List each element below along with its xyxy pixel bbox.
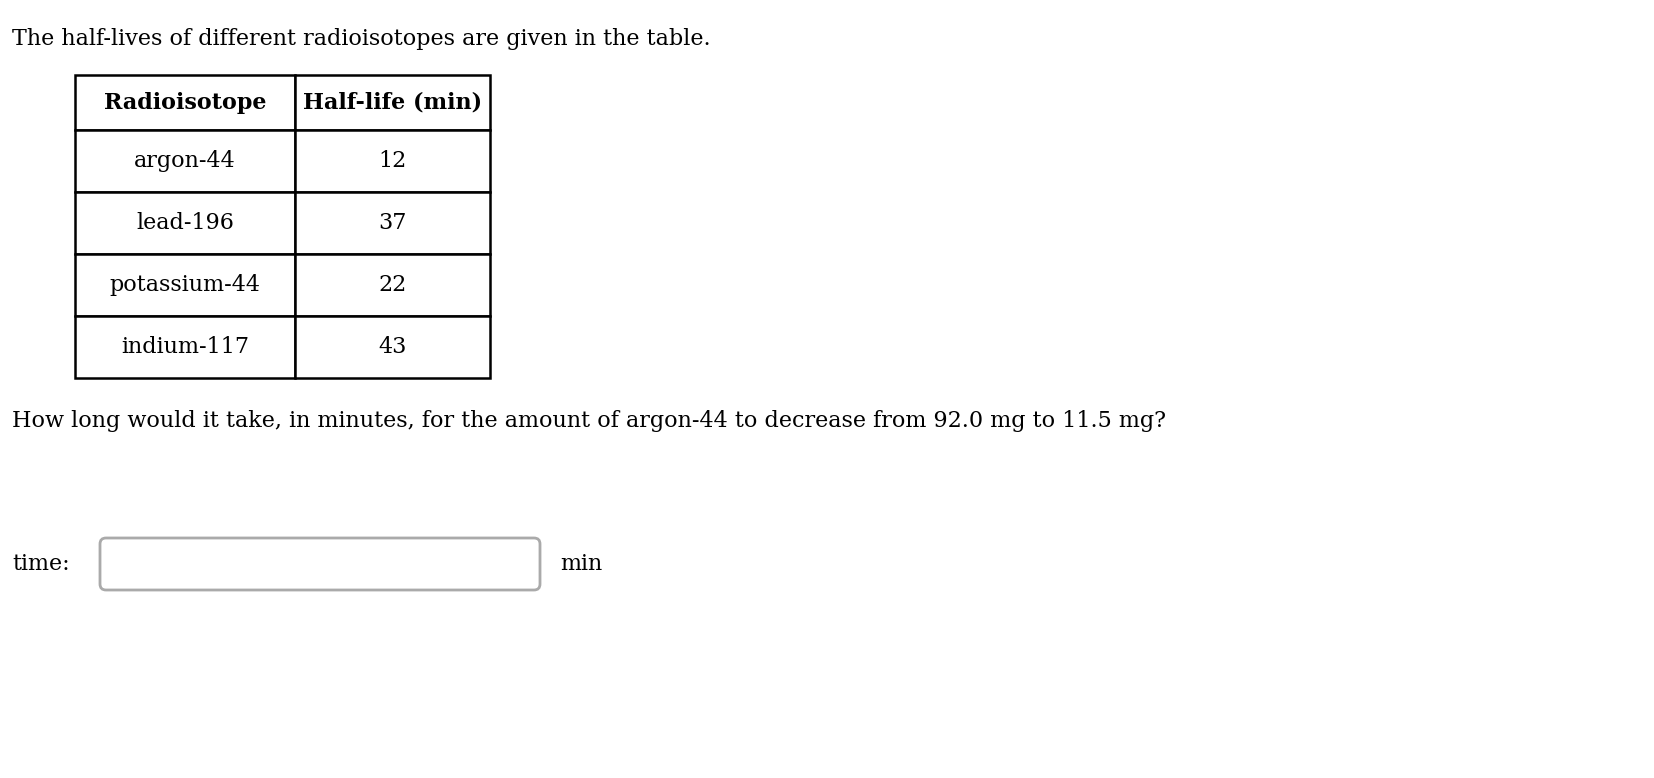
Text: Radioisotope: Radioisotope [104, 92, 266, 114]
Bar [294, 254, 490, 316]
Text: Half-life (min): Half-life (min) [303, 92, 481, 114]
FancyBboxPatch shape [99, 538, 539, 590]
Bar [74, 130, 294, 192]
Text: 43: 43 [379, 336, 407, 358]
Text: 37: 37 [379, 212, 407, 234]
Text: argon-44: argon-44 [134, 150, 237, 172]
Text: lead-196: lead-196 [136, 212, 233, 234]
Bar [294, 192, 490, 254]
Bar [74, 316, 294, 378]
Bar [294, 316, 490, 378]
Text: indium-117: indium-117 [121, 336, 250, 358]
Text: 22: 22 [379, 274, 407, 296]
Text: 12: 12 [379, 150, 407, 172]
Text: time:: time: [12, 553, 69, 575]
Text: The half-lives of different radioisotopes are given in the table.: The half-lives of different radioisotope… [12, 28, 711, 50]
Bar [294, 130, 490, 192]
Text: How long would it take, in minutes, for the amount of argon-44 to decrease from : How long would it take, in minutes, for … [12, 410, 1166, 432]
Bar [74, 254, 294, 316]
Text: min: min [561, 553, 602, 575]
Text: potassium-44: potassium-44 [109, 274, 260, 296]
Bar [74, 192, 294, 254]
Bar [74, 75, 294, 130]
Bar [294, 75, 490, 130]
